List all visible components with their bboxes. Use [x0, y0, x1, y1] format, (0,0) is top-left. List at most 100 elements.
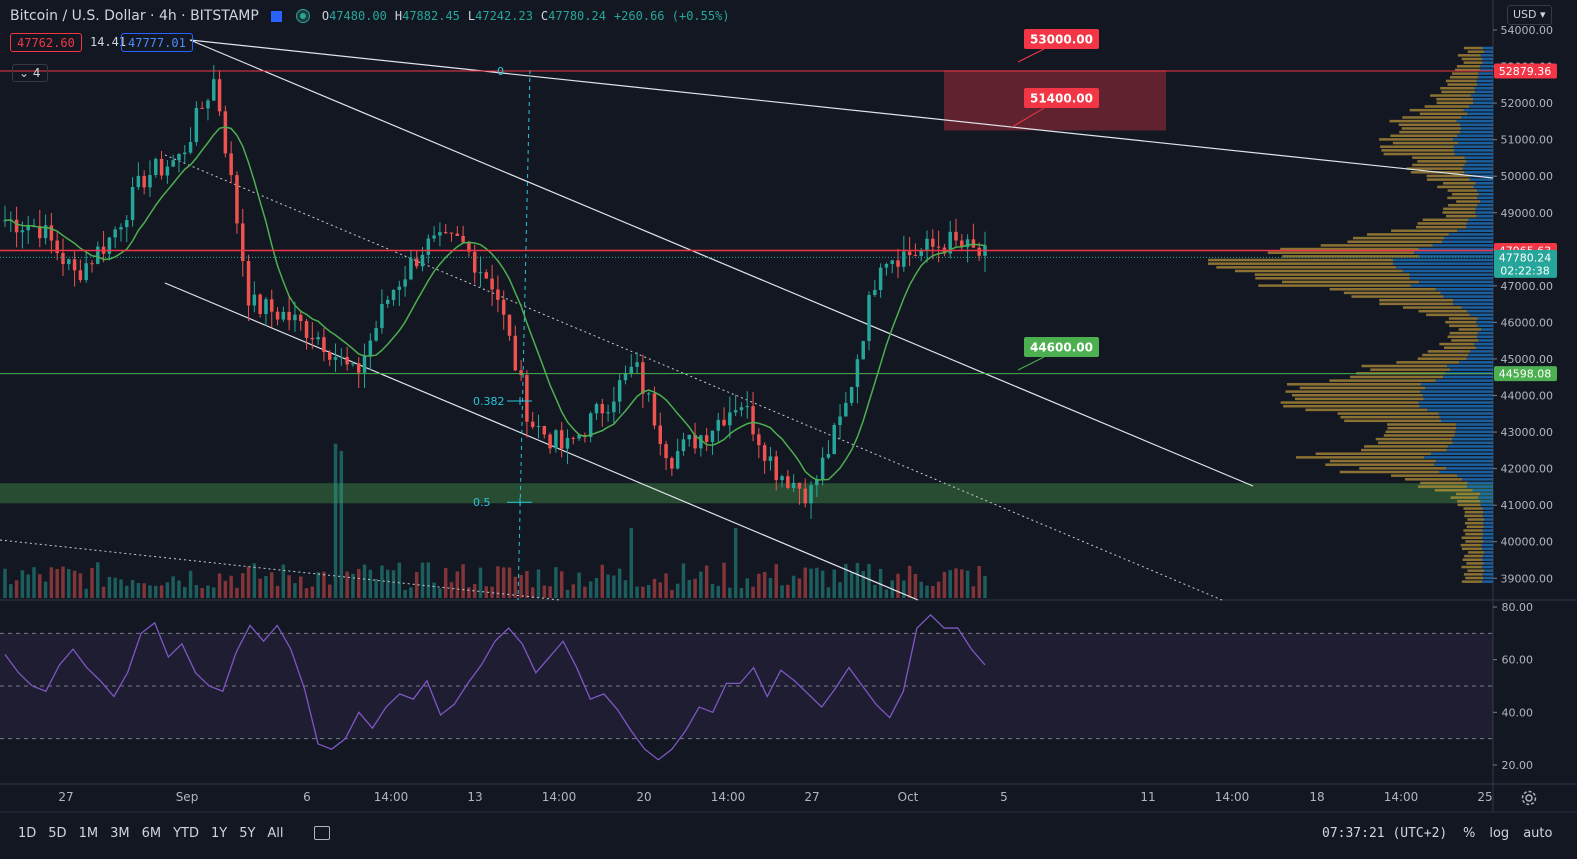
- settings-gear-icon[interactable]: [1520, 789, 1538, 807]
- candle[interactable]: [565, 437, 570, 449]
- candle[interactable]: [716, 419, 720, 431]
- symbol-title[interactable]: Bitcoin / U.S. Dollar · 4h · BITSTAMP: [10, 8, 259, 24]
- candle[interactable]: [855, 359, 860, 387]
- candle[interactable]: [797, 482, 802, 489]
- timeframe-1d[interactable]: 1D: [18, 825, 37, 841]
- timeframe-all[interactable]: All: [267, 825, 284, 841]
- candle[interactable]: [774, 456, 778, 481]
- candle[interactable]: [356, 363, 361, 373]
- candle[interactable]: [757, 434, 761, 446]
- candle[interactable]: [791, 482, 796, 488]
- candle[interactable]: [72, 259, 77, 271]
- callout-box[interactable]: [1024, 88, 1099, 108]
- candle[interactable]: [229, 153, 233, 176]
- candle[interactable]: [670, 458, 674, 469]
- candle[interactable]: [629, 366, 634, 374]
- candle[interactable]: [316, 337, 320, 340]
- candle[interactable]: [507, 314, 512, 336]
- candle[interactable]: [722, 419, 726, 426]
- candle[interactable]: [809, 485, 813, 504]
- candle[interactable]: [165, 166, 170, 176]
- candle[interactable]: [455, 233, 460, 236]
- candle[interactable]: [902, 251, 906, 267]
- candle[interactable]: [322, 337, 326, 353]
- candle[interactable]: [548, 434, 552, 449]
- percent-toggle[interactable]: %: [1463, 825, 1476, 841]
- candle[interactable]: [699, 435, 703, 449]
- candle[interactable]: [380, 303, 384, 329]
- support-zone[interactable]: [0, 483, 1493, 504]
- candle[interactable]: [43, 225, 48, 239]
- candle[interactable]: [409, 258, 413, 280]
- candle[interactable]: [878, 267, 883, 290]
- candle[interactable]: [113, 229, 117, 238]
- candle[interactable]: [925, 238, 929, 250]
- indicators-toggle[interactable]: ⌄ 4: [12, 64, 48, 82]
- candle[interactable]: [136, 175, 141, 188]
- candle[interactable]: [107, 237, 112, 254]
- candle[interactable]: [478, 272, 483, 274]
- candle[interactable]: [171, 160, 175, 167]
- candle[interactable]: [345, 356, 349, 365]
- candle[interactable]: [154, 158, 158, 176]
- candle[interactable]: [519, 370, 523, 375]
- candle[interactable]: [299, 314, 303, 322]
- channel-bottom[interactable]: [164, 282, 919, 601]
- candle[interactable]: [252, 294, 257, 306]
- candle[interactable]: [623, 373, 628, 381]
- candle[interactable]: [362, 355, 367, 373]
- candle[interactable]: [751, 406, 755, 435]
- candle[interactable]: [960, 240, 964, 248]
- candle[interactable]: [449, 232, 454, 234]
- candle[interactable]: [803, 488, 807, 504]
- candle[interactable]: [90, 263, 94, 265]
- candle[interactable]: [403, 279, 407, 287]
- candle[interactable]: [867, 295, 871, 342]
- candle[interactable]: [20, 230, 25, 233]
- candle[interactable]: [177, 154, 181, 161]
- candle[interactable]: [948, 231, 952, 254]
- candle[interactable]: [281, 311, 286, 320]
- candle[interactable]: [130, 187, 135, 221]
- candle[interactable]: [304, 321, 309, 338]
- candle[interactable]: [768, 456, 773, 461]
- candle[interactable]: [501, 299, 506, 315]
- candle[interactable]: [646, 393, 651, 395]
- candle[interactable]: [664, 444, 668, 459]
- candle[interactable]: [641, 362, 645, 394]
- candle[interactable]: [461, 235, 465, 243]
- candle[interactable]: [159, 158, 164, 176]
- candle[interactable]: [907, 251, 912, 256]
- candle[interactable]: [270, 299, 274, 312]
- candle[interactable]: [61, 252, 65, 265]
- timeframe-5y[interactable]: 5Y: [239, 825, 256, 841]
- candle[interactable]: [327, 352, 332, 360]
- candle[interactable]: [971, 239, 976, 248]
- candle[interactable]: [820, 457, 825, 480]
- candle[interactable]: [258, 294, 262, 314]
- sell-button[interactable]: 47762.60: [10, 33, 82, 52]
- candle[interactable]: [206, 100, 210, 109]
- candle[interactable]: [617, 380, 622, 402]
- candle[interactable]: [339, 356, 344, 358]
- timeframe-1y[interactable]: 1Y: [210, 825, 228, 841]
- callout-box[interactable]: [1024, 337, 1099, 357]
- candle[interactable]: [3, 220, 7, 222]
- buy-button[interactable]: 47777.01: [121, 33, 193, 52]
- candle[interactable]: [125, 220, 129, 228]
- candle[interactable]: [142, 175, 146, 188]
- rsi-line[interactable]: [4, 613, 986, 761]
- candle[interactable]: [217, 79, 222, 112]
- candle[interactable]: [704, 435, 709, 442]
- candle[interactable]: [183, 152, 187, 155]
- candle[interactable]: [67, 259, 71, 265]
- candle[interactable]: [148, 175, 152, 188]
- date-range-icon[interactable]: [313, 826, 330, 840]
- candle[interactable]: [188, 142, 193, 153]
- candle[interactable]: [374, 328, 378, 341]
- candle[interactable]: [200, 107, 204, 109]
- candle[interactable]: [977, 247, 981, 256]
- candle[interactable]: [844, 402, 848, 417]
- candle[interactable]: [786, 476, 790, 488]
